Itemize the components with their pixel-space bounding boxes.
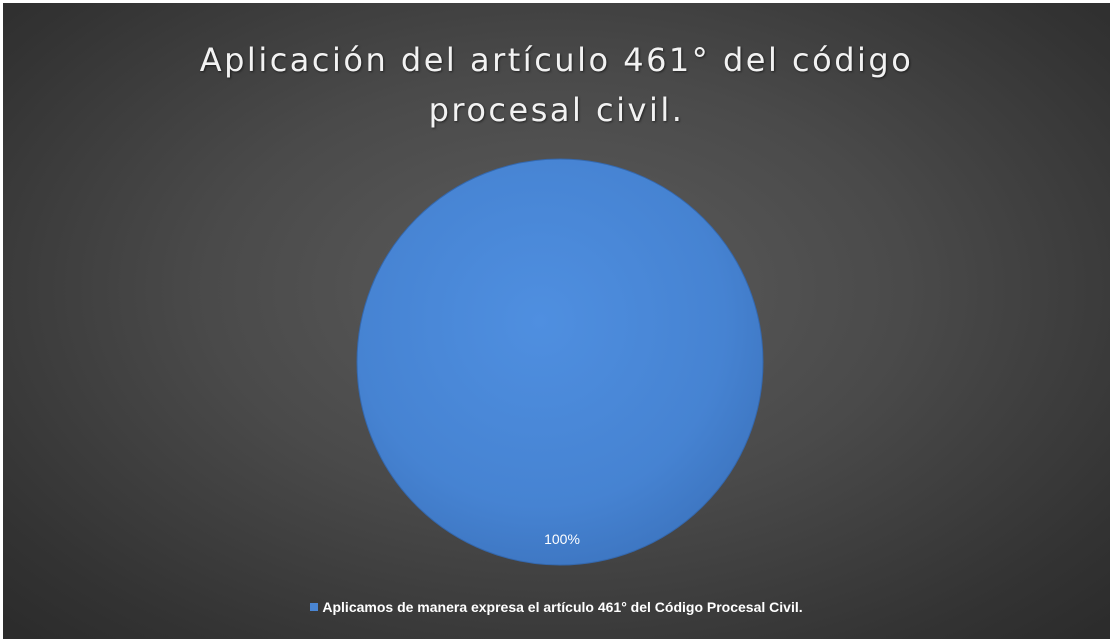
legend: Aplicamos de manera expresa el artículo … (3, 599, 1110, 615)
chart-area: Aplicación del artículo 461° del código … (3, 3, 1110, 639)
pie-data-label: 100% (544, 531, 580, 547)
pie-slice (356, 158, 764, 566)
chart-title-line-2: procesal civil. (428, 91, 685, 129)
chart-title: Aplicación del artículo 461° del código … (3, 35, 1110, 135)
chart-title-line-1: Aplicación del artículo 461° del código (199, 41, 914, 79)
legend-swatch (310, 603, 319, 611)
pie-chart: 100% (356, 158, 764, 566)
legend-label: Aplicamos de manera expresa el artículo … (322, 599, 803, 615)
